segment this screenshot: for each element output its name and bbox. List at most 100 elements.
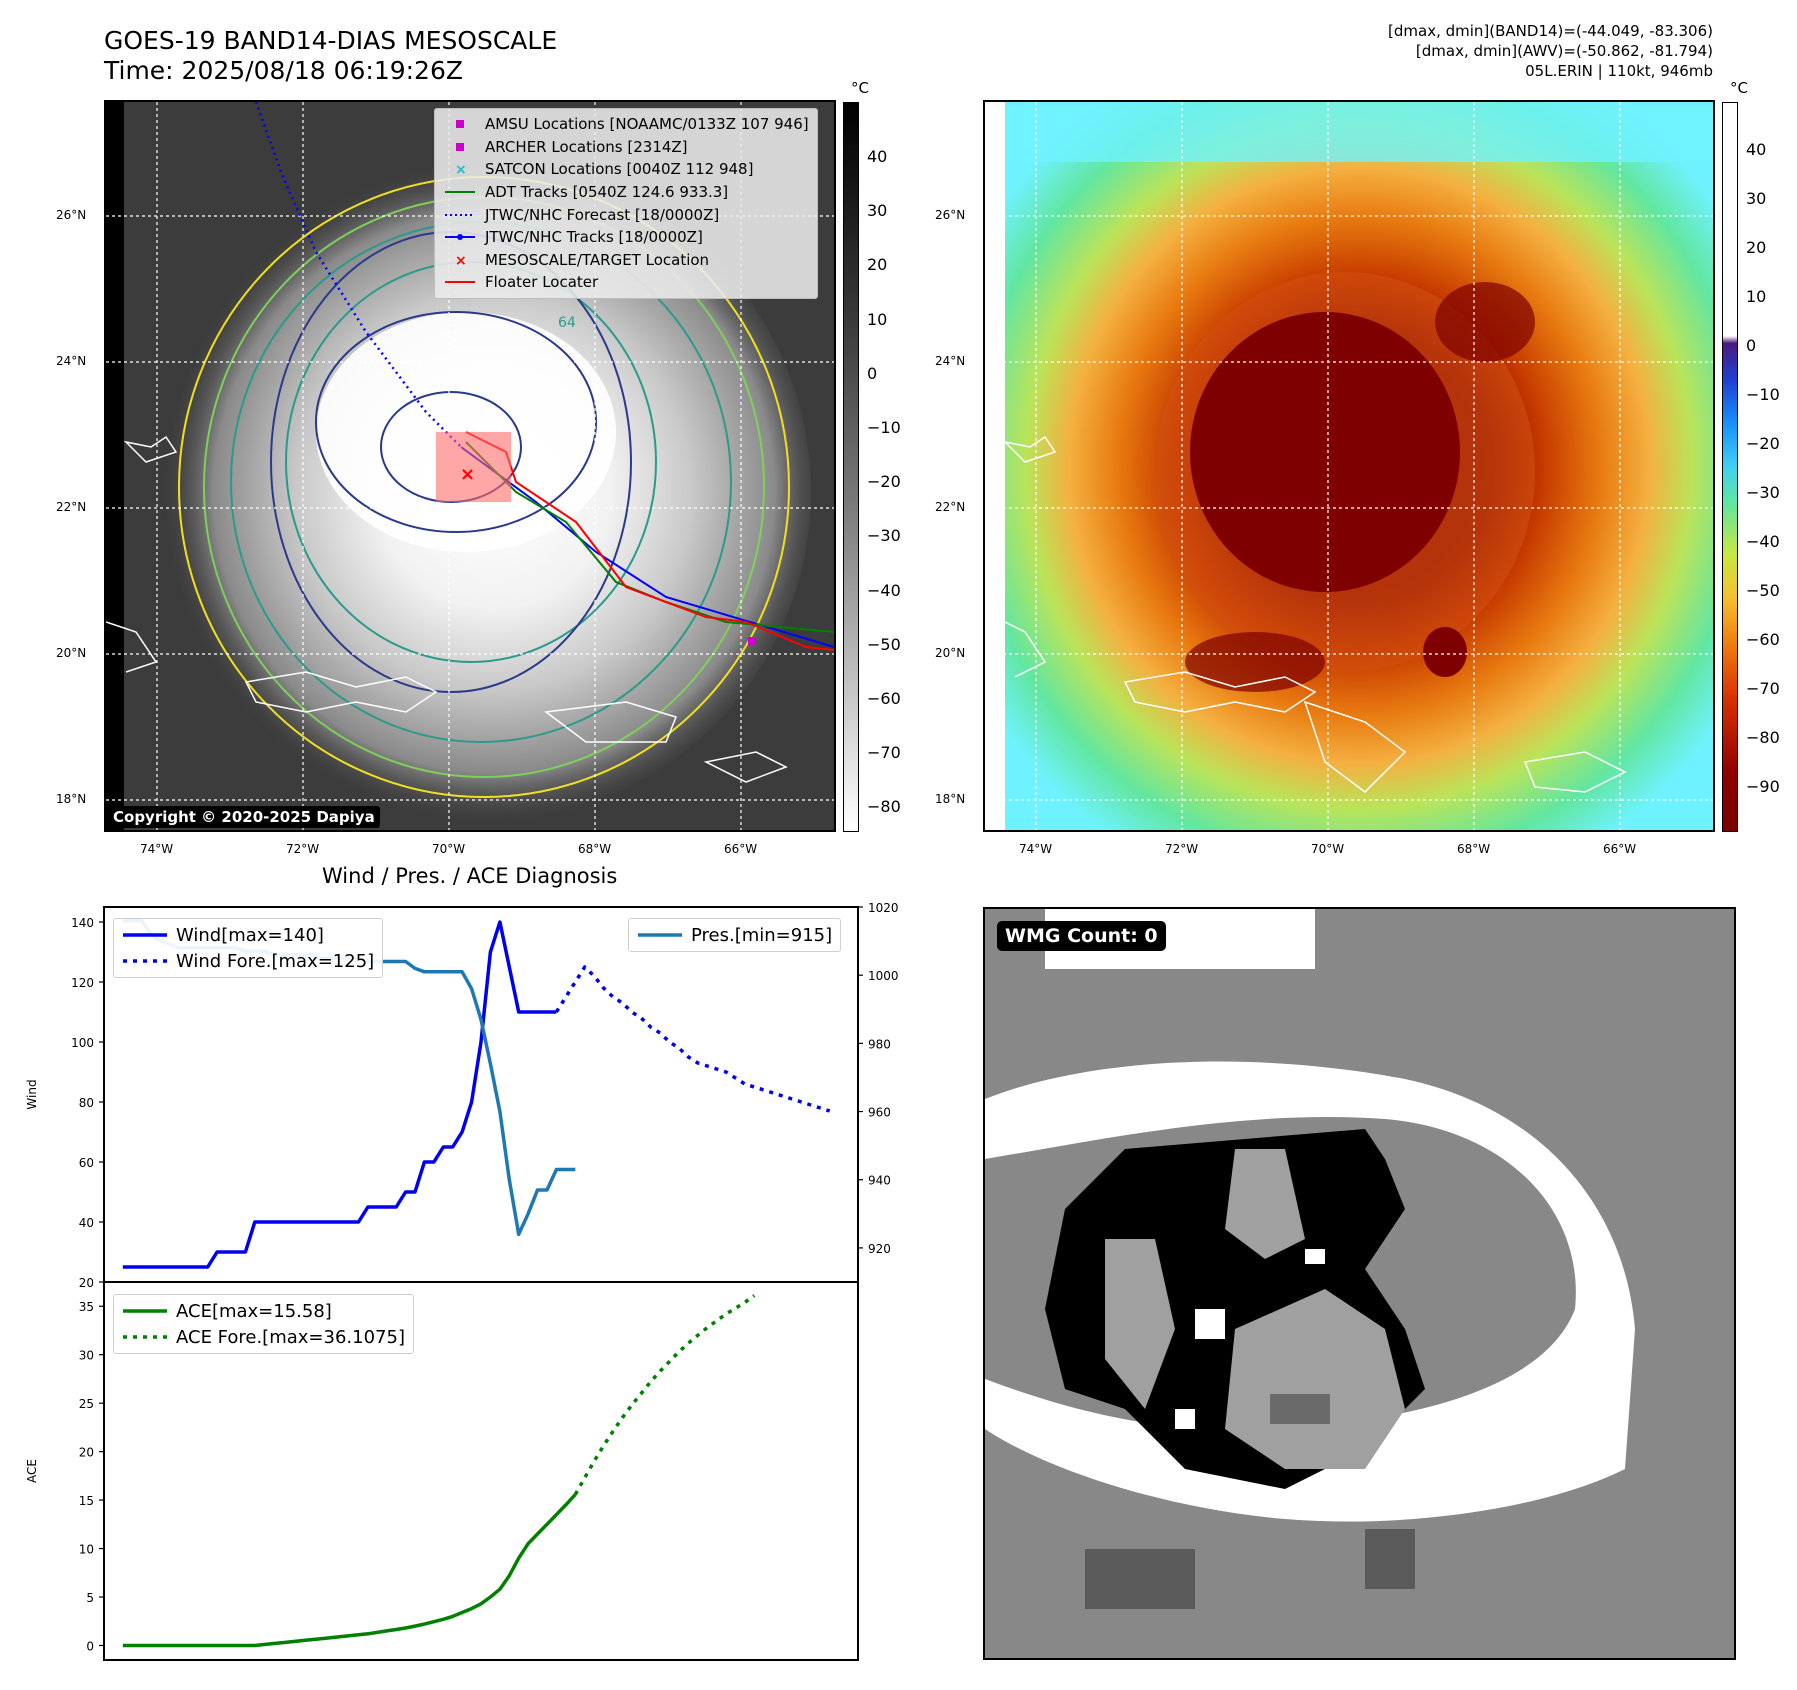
- y-tick-label: 20: [79, 1276, 94, 1290]
- colorbar-tick-label: −90: [1746, 777, 1780, 796]
- y-tick-label: 40: [79, 1216, 94, 1230]
- left-map-legend: AMSU Locations [NOAAMC/0133Z 107 946] ARC…: [434, 108, 818, 299]
- awv-cell-se: [1423, 627, 1467, 677]
- y-axis-label: Wind: [25, 1079, 39, 1109]
- plot-legend-entry: ACE Fore.[max=36.1075]: [120, 1324, 405, 1350]
- legend-entry: AMSU Locations [NOAAMC/0133Z 107 946]: [441, 113, 809, 136]
- copyright-label: Copyright © 2020-2025 Dapiya: [108, 806, 380, 828]
- y2-tick-label: 960: [868, 1106, 891, 1120]
- storm-info: 05L.ERIN | 110kt, 946mb: [1525, 62, 1713, 80]
- awv-coastlines: [1002, 435, 1627, 793]
- y2-tick-label: 980: [868, 1037, 891, 1051]
- wmg-count-badge: WMG Count: 0: [997, 921, 1166, 951]
- lat-label: 22°N: [935, 500, 966, 514]
- y-axis-label: ACE: [25, 1459, 39, 1483]
- colorbar-tick-label: −60: [1746, 630, 1780, 649]
- plot-legend-symbol: [120, 1331, 170, 1343]
- colorbar-tick-label: −80: [1746, 728, 1780, 747]
- legend-symbol: [441, 275, 479, 289]
- colorbar-tick-label: −70: [867, 743, 901, 763]
- legend-symbol: [441, 185, 479, 199]
- left-colorbar: [843, 102, 859, 832]
- contour-label-64: 64: [558, 315, 576, 331]
- legend-symbol: ×: [441, 253, 479, 267]
- legend-entry: JTWC/NHC Tracks [18/0000Z]: [441, 226, 809, 249]
- legend-label: SATCON Locations [0040Z 112 948]: [485, 160, 754, 179]
- right-colorbar: [1722, 102, 1738, 832]
- no-data-strip: [106, 102, 124, 830]
- plot-legend-symbol: [120, 955, 170, 967]
- legend-label: Floater Locater: [485, 273, 599, 292]
- colorbar-tick-label: −50: [1746, 581, 1780, 600]
- y-tick-label: 5: [86, 1591, 94, 1605]
- colorbar-tick-label: −80: [867, 797, 901, 817]
- lat-label: 26°N: [56, 208, 87, 222]
- colorbar-tick-label: 20: [867, 255, 888, 275]
- colorbar-tick-label: −10: [1746, 385, 1780, 404]
- wmg-dark-patch-1: [1270, 1394, 1330, 1424]
- legend-symbol: [441, 208, 479, 222]
- lat-label: 24°N: [56, 354, 87, 368]
- legend-symbol: [441, 140, 479, 154]
- plot-legend-symbol: [635, 929, 685, 941]
- awv-gridlines: [985, 102, 1713, 830]
- wmg-panel: WMG Count: 0: [983, 907, 1736, 1660]
- series-line: [122, 1493, 577, 1648]
- colorbar-tick-label: −70: [1746, 679, 1780, 698]
- awv-core: [1190, 312, 1460, 592]
- forecast-track: [254, 102, 462, 448]
- lat-label: 20°N: [935, 646, 966, 660]
- legend-symbol: ×: [441, 162, 479, 176]
- mesoscale-target-box: [436, 432, 511, 502]
- pressure-legend: Pres.[min=915]: [628, 918, 842, 952]
- legend-symbol: [441, 117, 479, 131]
- colorbar-tick-label: 10: [867, 309, 888, 329]
- legend-label: JTWC/NHC Forecast [18/0000Z]: [485, 205, 720, 224]
- colorbar-tick-label: 30: [1746, 189, 1767, 208]
- lon-label: 72°W: [286, 842, 320, 856]
- colorbar-tick-label: 0: [1746, 336, 1757, 355]
- plot-legend-entry: ACE[max=15.58]: [120, 1298, 405, 1324]
- lon-label: 70°W: [432, 842, 466, 856]
- legend-entry: × SATCON Locations [0040Z 112 948]: [441, 158, 809, 181]
- lon-label: 68°W: [1457, 842, 1491, 856]
- y-tick-label: 20: [79, 1446, 94, 1460]
- lon-label: 72°W: [1165, 842, 1199, 856]
- wmg-svg: [985, 909, 1734, 1658]
- colorbar-tick-label: 10: [1746, 287, 1767, 306]
- plot-legend-entry: Pres.[min=915]: [635, 922, 832, 948]
- legend-label: ADT Tracks [0540Z 124.6 933.3]: [485, 183, 729, 202]
- colorbar-tick-label: 30: [867, 201, 888, 221]
- left-colorbar-unit: °C: [851, 79, 869, 97]
- wmg-gray-patch-1: [1225, 1149, 1305, 1259]
- lat-label: 18°N: [935, 792, 966, 806]
- figure-title-line2: Time: 2025/08/18 06:19:26Z: [104, 56, 463, 85]
- lon-label: 68°W: [578, 842, 612, 856]
- svg-text:×: ×: [455, 253, 467, 267]
- colorbar-tick-label: 40: [867, 147, 888, 166]
- figure-title-line1: GOES-19 BAND14-DIAS MESOSCALE: [104, 26, 558, 55]
- awv-map: [983, 100, 1715, 832]
- plot-legend-entry: Wind[max=140]: [120, 922, 374, 948]
- y-tick-label: 0: [86, 1639, 94, 1653]
- series-line: [554, 965, 831, 1113]
- wmg-dark-patch-2: [1085, 1549, 1195, 1609]
- legend-entry: Floater Locater: [441, 271, 809, 294]
- band14-ir-map: 64 × AMSU Locations [: [104, 100, 836, 832]
- lon-label: 70°W: [1311, 842, 1345, 856]
- series-line: [122, 920, 557, 1269]
- colorbar-tick-label: −30: [1746, 483, 1780, 502]
- lat-label: 26°N: [935, 208, 966, 222]
- plot-legend-label: Wind[max=140]: [176, 924, 324, 946]
- colorbar-tick-label: −60: [867, 689, 901, 708]
- lat-label: 20°N: [56, 646, 87, 660]
- y-tick-label: 80: [79, 1096, 94, 1110]
- lat-label: 24°N: [935, 354, 966, 368]
- legend-label: MESOSCALE/TARGET Location: [485, 250, 710, 269]
- y-tick-label: 30: [79, 1349, 94, 1363]
- plot-legend-symbol: [120, 929, 170, 941]
- series-line: [573, 1294, 756, 1496]
- legend-entry: × MESOSCALE/TARGET Location: [441, 249, 809, 272]
- y-tick-label: 25: [79, 1397, 94, 1411]
- awv-map-svg: [985, 102, 1713, 830]
